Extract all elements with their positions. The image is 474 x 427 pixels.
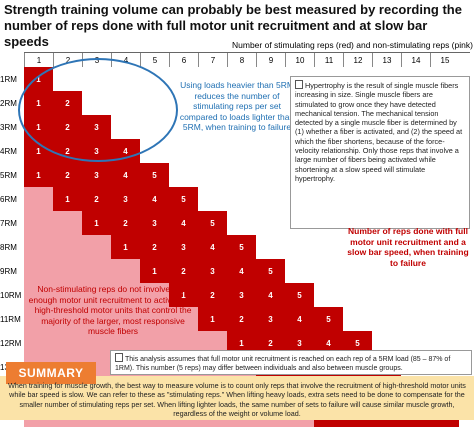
stimulating-rep-cell: 3 [227, 283, 256, 307]
column-header: 15 [430, 53, 459, 67]
page-title: Strength training volume can probably be… [4, 2, 462, 49]
header-rule [24, 52, 470, 53]
stimulating-rep-cell: 1 [198, 307, 227, 331]
stimulating-rep-cell: 4 [140, 187, 169, 211]
document-icon [295, 80, 303, 89]
column-header: 14 [401, 53, 430, 67]
stimulating-rep-cell: 3 [198, 259, 227, 283]
stimulating-rep-cell: 5 [314, 307, 343, 331]
row-label: 7RM [0, 218, 17, 228]
non-stimulating-rep-cell [53, 283, 82, 307]
stimulating-rep-cell: 2 [169, 259, 198, 283]
stimulating-rep-cell: 5 [285, 283, 314, 307]
non-stimulating-rep-cell [111, 307, 140, 331]
stimulating-rep-cell: 3 [169, 235, 198, 259]
stimulating-rep-cell: 5 [227, 235, 256, 259]
column-header: 13 [372, 53, 401, 67]
stimulating-rep-cell: 5 [198, 211, 227, 235]
stimulating-rep-cell: 1 [82, 211, 111, 235]
non-stimulating-rep-cell [53, 307, 82, 331]
stimulating-rep-cell: 3 [82, 163, 111, 187]
non-stimulating-rep-cell [24, 211, 53, 235]
column-header: 2 [53, 53, 82, 67]
row-label: 9RM [0, 266, 17, 276]
stimulating-rep-cell: 3 [256, 307, 285, 331]
non-stimulating-rep-cell [82, 235, 111, 259]
stimulating-rep-cell: 1 [111, 235, 140, 259]
column-header: 1 [24, 53, 53, 67]
stimulating-rep-cell: 2 [82, 187, 111, 211]
stimulating-rep-cell: 4 [111, 163, 140, 187]
stimulating-rep-cell: 5 [140, 163, 169, 187]
non-stimulating-rep-cell [24, 331, 53, 355]
non-stimulating-rep-cell [82, 307, 111, 331]
non-stimulating-rep-cell [24, 259, 53, 283]
stimulating-rep-cell: 1 [53, 187, 82, 211]
row-label: 8RM [0, 242, 17, 252]
non-stimulating-rep-cell [82, 283, 111, 307]
column-header: 8 [227, 53, 256, 67]
stimulating-rep-cell: 1 [24, 163, 53, 187]
stimulating-rep-cell: 5 [256, 259, 285, 283]
stimulating-rep-cell: 4 [227, 259, 256, 283]
row-label: 2RM [0, 98, 17, 108]
column-header: 7 [198, 53, 227, 67]
stimulating-reps-note: Number of reps done with full motor unit… [347, 226, 469, 268]
stimulating-rep-cell: 3 [111, 187, 140, 211]
row-label: 4RM [0, 146, 17, 156]
row-label: 11RM [0, 314, 21, 324]
row-label: 10RM [0, 290, 22, 300]
column-header: 11 [314, 53, 343, 67]
non-stimulating-rep-cell [24, 235, 53, 259]
stimulating-rep-cell: 1 [140, 259, 169, 283]
stimulating-rep-cell: 2 [140, 235, 169, 259]
row-label: 6RM [0, 194, 17, 204]
column-header: 9 [256, 53, 285, 67]
assumption-note-box: This analysis assumes that full motor un… [110, 350, 472, 375]
heavy-load-highlight-ellipse [18, 58, 178, 162]
stimulating-rep-cell: 5 [169, 187, 198, 211]
non-stimulating-rep-cell [53, 259, 82, 283]
column-axis-caption: Number of stimulating reps (red) and non… [232, 40, 473, 50]
row-label: 1RM [0, 74, 17, 84]
non-stimulating-rep-cell [53, 331, 82, 355]
non-stimulating-rep-cell [24, 283, 53, 307]
stimulating-rep-cell: 2 [227, 307, 256, 331]
non-stimulating-rep-cell [53, 211, 82, 235]
non-stimulating-rep-cell [140, 283, 169, 307]
column-header: 5 [140, 53, 169, 67]
document-icon [115, 353, 123, 362]
non-stimulating-rep-cell [111, 259, 140, 283]
non-stimulating-rep-cell [82, 331, 111, 355]
row-label: 5RM [0, 170, 17, 180]
row-label: 3RM [0, 122, 17, 132]
stimulating-rep-cell: 3 [140, 211, 169, 235]
stimulating-rep-cell: 4 [285, 307, 314, 331]
non-stimulating-rep-cell [53, 235, 82, 259]
stimulating-rep-cell: 4 [198, 235, 227, 259]
stimulating-rep-cell: 2 [53, 163, 82, 187]
stimulating-rep-cell: 4 [256, 283, 285, 307]
summary-text: When training for muscle growth, the bes… [8, 381, 466, 419]
non-stimulating-rep-cell [111, 283, 140, 307]
column-header: 12 [343, 53, 372, 67]
assumption-note-text: This analysis assumes that full motor un… [115, 356, 451, 372]
non-stimulating-rep-cell [24, 187, 53, 211]
column-header: 6 [169, 53, 198, 67]
column-header: 10 [285, 53, 314, 67]
stimulating-rep-cell: 1 [169, 283, 198, 307]
non-stimulating-rep-cell [82, 259, 111, 283]
stimulating-rep-cell: 2 [198, 283, 227, 307]
heavy-load-note: Using loads heavier than 5RM reduces the… [179, 80, 295, 132]
non-stimulating-reps-note: Non-stimulating reps do not involve high… [28, 284, 198, 336]
stimulating-rep-cell: 2 [111, 211, 140, 235]
stimulating-rep-cell: 4 [169, 211, 198, 235]
hypertrophy-note-text: Hypertrophy is the result of single musc… [295, 81, 463, 183]
row-label: 12RM [0, 338, 22, 348]
non-stimulating-rep-cell [24, 307, 53, 331]
hypertrophy-note-box: Hypertrophy is the result of single musc… [290, 76, 470, 229]
non-stimulating-rep-cell [169, 307, 198, 331]
summary-label: SUMMARY [6, 362, 96, 384]
non-stimulating-rep-cell [140, 307, 169, 331]
